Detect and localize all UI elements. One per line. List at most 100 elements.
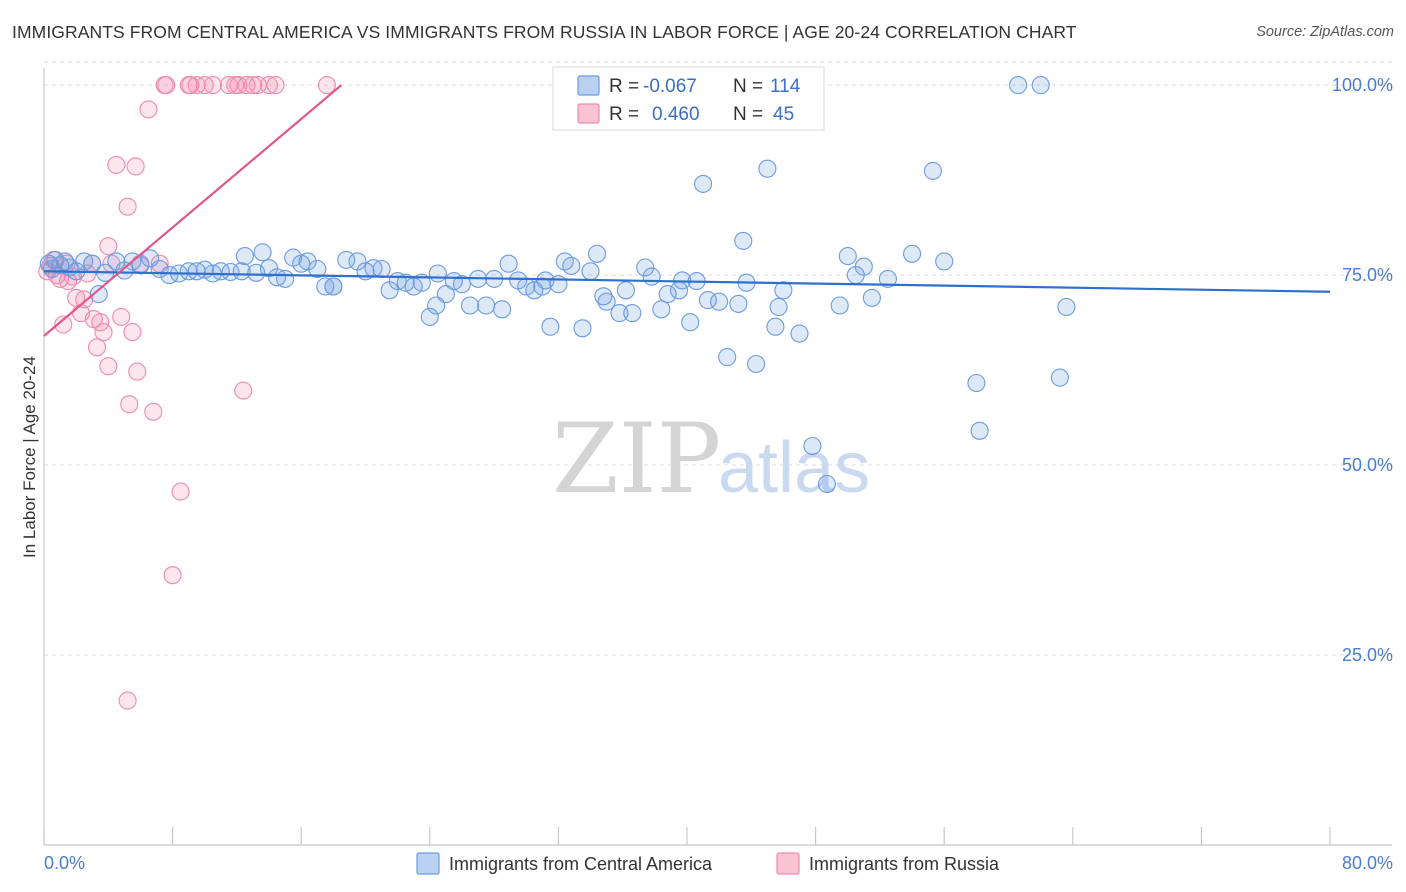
point-russia-34 (163, 566, 182, 585)
legend-n-value-blue: 114 (770, 76, 801, 97)
point-central-america-80 (652, 300, 671, 319)
series-legend-swatch-blue (416, 852, 440, 875)
trend-lines (43, 84, 1331, 337)
point-central-america-87 (698, 291, 717, 310)
point-russia-29 (139, 100, 158, 119)
series-legend-label-pink: Immigrants from Russia (809, 854, 1000, 874)
point-russia-37 (181, 76, 200, 95)
watermark: ZIP atlas (552, 403, 870, 515)
point-central-america-94 (758, 159, 777, 178)
point-central-america-96 (769, 297, 788, 317)
point-central-america-34 (298, 252, 317, 271)
point-central-america-74 (597, 292, 616, 311)
point-central-america-88 (710, 292, 729, 311)
point-central-america-69 (562, 256, 581, 275)
point-central-america-75 (610, 304, 629, 323)
point-central-america-97 (774, 281, 793, 300)
point-central-america-111 (967, 373, 986, 393)
point-russia-49 (266, 76, 285, 95)
series-legend: Immigrants from Central America Immigran… (416, 852, 1000, 875)
point-central-america-79 (642, 267, 661, 286)
point-central-america-109 (923, 161, 942, 180)
point-central-america-77 (623, 304, 642, 323)
point-central-america-115 (1050, 368, 1069, 387)
point-central-america-112 (970, 421, 989, 440)
point-russia-19 (99, 237, 118, 256)
y-axis-label: In Labor Force | Age 20-24 (20, 356, 39, 558)
point-russia-40 (203, 76, 222, 95)
point-central-america-17 (160, 266, 179, 285)
point-central-america-89 (718, 348, 737, 367)
point-central-america-9 (89, 285, 108, 304)
point-central-america-84 (681, 313, 700, 332)
point-central-america-102 (830, 296, 849, 315)
point-central-america-105 (854, 257, 873, 276)
series-legend-label-blue: Immigrants from Central America (449, 854, 713, 874)
point-central-america-43 (372, 259, 391, 279)
point-central-america-49 (420, 307, 439, 326)
y-tick-label-0: 25.0% (1342, 645, 1393, 665)
point-russia-41 (219, 76, 238, 95)
point-russia-44 (234, 381, 253, 400)
source-label: Source: ZipAtlas.com (1256, 24, 1394, 40)
chart-title: IMMIGRANTS FROM CENTRAL AMERICA VS IMMIG… (12, 22, 1077, 42)
point-central-america-108 (903, 244, 922, 263)
point-central-america-73 (594, 287, 613, 306)
point-central-america-52 (436, 285, 455, 304)
legend-n-label-pink: N = (733, 104, 763, 125)
point-russia-35 (171, 482, 190, 501)
point-russia-24 (120, 395, 139, 414)
point-central-america-116 (1057, 297, 1076, 317)
grid-lines (44, 61, 1392, 656)
point-central-america-107 (878, 269, 897, 288)
point-russia-50 (317, 76, 336, 95)
point-russia-22 (112, 307, 131, 326)
point-central-america-60 (499, 254, 518, 273)
point-central-america-76 (616, 281, 635, 300)
point-russia-27 (128, 362, 147, 381)
point-central-america-67 (549, 275, 568, 294)
point-central-america-51 (428, 264, 447, 283)
correlation-legend: R = -0.067 N = 114 R = 0.460 N = 45 (552, 66, 825, 131)
point-central-america-114 (1031, 76, 1050, 95)
point-central-america-71 (581, 262, 600, 281)
point-central-america-70 (573, 319, 592, 338)
point-central-america-23 (211, 262, 230, 281)
tick-labels: 25.0% 50.0% 75.0% 100.0% 0.0% 80.0% (44, 75, 1393, 873)
point-central-america-28 (253, 243, 272, 262)
point-central-america-72 (587, 244, 607, 263)
point-central-america-110 (935, 252, 954, 271)
point-russia-48 (259, 76, 279, 95)
point-russia-33 (157, 76, 176, 95)
point-central-america-113 (1009, 76, 1028, 95)
point-central-america-101 (817, 474, 836, 494)
series-legend-swatch-pink (776, 852, 800, 875)
point-central-america-78 (636, 258, 655, 277)
point-central-america-103 (838, 247, 857, 266)
x-tick-label-min: 0.0% (44, 853, 85, 873)
point-central-america-100 (803, 436, 822, 456)
point-central-america-93 (747, 354, 766, 374)
point-russia-25 (123, 323, 142, 342)
point-central-america-66 (541, 317, 560, 336)
point-central-america-35 (308, 259, 327, 279)
data-points (38, 76, 1076, 710)
point-russia-26 (126, 157, 145, 176)
legend-swatch-pink (577, 103, 600, 124)
point-russia-46 (243, 76, 263, 95)
point-russia-5 (54, 315, 73, 334)
legend-r-label-blue: R = (609, 76, 639, 97)
legend-n-label-blue: N = (733, 76, 763, 97)
trend-line-russia (43, 84, 343, 337)
point-russia-12 (78, 264, 97, 283)
point-central-america-95 (766, 317, 785, 336)
legend-swatch-blue (577, 75, 600, 96)
y-tick-label-3: 100.0% (1332, 75, 1393, 95)
point-russia-51 (118, 691, 137, 710)
watermark-atlas: atlas (718, 428, 870, 508)
point-central-america-91 (734, 231, 753, 250)
x-tick-label-max: 80.0% (1342, 853, 1393, 873)
trend-line-central-america (43, 270, 1331, 293)
point-central-america-57 (477, 296, 496, 315)
